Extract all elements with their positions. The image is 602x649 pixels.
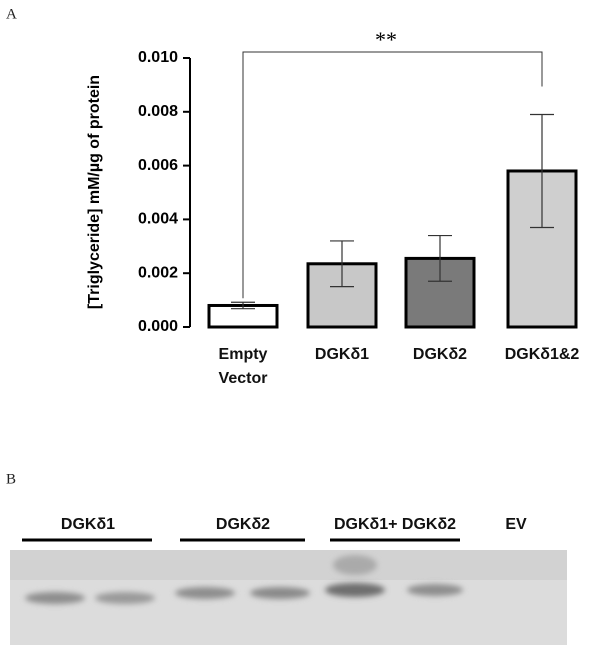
x-tick-label: DGKδ1&2 <box>504 346 580 363</box>
blot-bands <box>25 555 463 604</box>
lane-label: DGKδ1 <box>61 516 115 533</box>
lane-label: DGKδ2 <box>216 516 270 533</box>
x-tick-label: Empty Vector <box>218 346 268 387</box>
lane-label: EV <box>505 516 527 533</box>
y-axis-label: [Triglyceride] mM/µg of protein <box>86 75 103 309</box>
y-tick-label: 0.006 <box>138 157 178 174</box>
y-tick-label: 0.002 <box>138 264 178 281</box>
panel-label: A <box>6 6 17 22</box>
error-bar <box>231 301 255 310</box>
error-bar <box>428 234 452 282</box>
y-tick-label: 0.000 <box>138 318 178 335</box>
y-tick-label: 0.008 <box>138 103 178 120</box>
y-tick-label: 0.004 <box>138 211 178 228</box>
y-tick-label: 0.010 <box>138 49 178 66</box>
x-tick-label: DGKδ2 <box>412 346 468 363</box>
error-bar <box>530 113 554 229</box>
panel-label: B <box>6 471 16 487</box>
error-bar <box>330 240 354 288</box>
bar <box>306 262 378 329</box>
annotation: ** <box>375 27 397 52</box>
significance-bracket <box>242 51 543 299</box>
x-tick-label: DGKδ1 <box>314 346 370 363</box>
blot-top <box>10 550 567 580</box>
lane-label: DGKδ1+ DGKδ2 <box>334 516 456 533</box>
